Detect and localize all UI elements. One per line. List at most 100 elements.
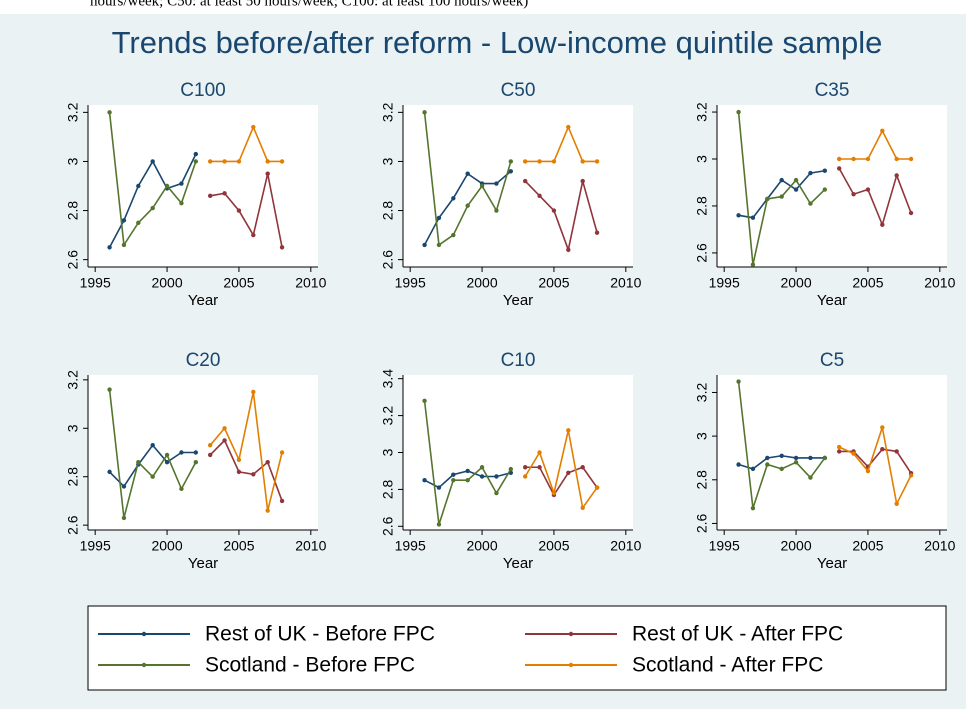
data-point bbox=[107, 110, 112, 115]
data-point bbox=[265, 459, 270, 465]
data-point bbox=[765, 462, 770, 467]
y-tick-label: 3.2 bbox=[65, 370, 81, 390]
data-point bbox=[736, 109, 741, 115]
data-point bbox=[465, 477, 470, 483]
data-point bbox=[551, 490, 557, 496]
data-point bbox=[494, 490, 499, 496]
x-tick-label: 2010 bbox=[610, 538, 641, 554]
data-point bbox=[279, 159, 285, 164]
x-axis-label: Year bbox=[188, 555, 218, 572]
plot-area bbox=[403, 105, 633, 267]
data-point bbox=[207, 452, 213, 458]
data-point bbox=[279, 450, 285, 455]
y-tick-label: 2.6 bbox=[65, 250, 81, 270]
data-point bbox=[179, 486, 184, 492]
data-point bbox=[779, 453, 784, 458]
x-tick-label: 2005 bbox=[852, 275, 883, 291]
data-point bbox=[537, 465, 542, 470]
data-point bbox=[136, 459, 141, 465]
series-line bbox=[839, 448, 912, 474]
y-tick-label: 3.2 bbox=[65, 102, 81, 122]
legend-label: Rest of UK - Before FPC bbox=[205, 623, 435, 646]
figure-title: Trends before/after reform - Low-income … bbox=[112, 25, 883, 60]
data-point bbox=[136, 220, 141, 226]
data-point bbox=[193, 159, 199, 164]
data-point bbox=[551, 159, 557, 164]
y-tick-label: 3 bbox=[380, 448, 396, 456]
series-line bbox=[209, 391, 283, 511]
y-tick-label: 2.8 bbox=[65, 467, 81, 487]
data-point bbox=[808, 475, 813, 480]
x-tick-label: 1995 bbox=[80, 275, 111, 291]
data-point bbox=[894, 501, 899, 507]
data-point bbox=[179, 181, 184, 186]
data-point bbox=[451, 477, 456, 483]
data-point bbox=[265, 171, 270, 176]
data-point bbox=[908, 473, 914, 478]
data-point bbox=[836, 166, 842, 171]
data-point bbox=[594, 485, 600, 490]
data-point bbox=[136, 183, 141, 189]
x-tick-label: 1995 bbox=[709, 275, 740, 291]
x-tick-label: 2005 bbox=[852, 538, 883, 554]
x-tick-label: 2005 bbox=[223, 538, 254, 554]
data-point bbox=[479, 474, 485, 479]
data-point bbox=[422, 110, 427, 115]
data-point bbox=[793, 460, 799, 465]
data-point bbox=[750, 262, 756, 267]
series-line bbox=[838, 168, 912, 228]
y-tick-label: 2.8 bbox=[380, 201, 396, 221]
data-point bbox=[566, 428, 571, 433]
data-point bbox=[222, 438, 227, 443]
data-point bbox=[779, 466, 784, 472]
data-point bbox=[222, 426, 227, 431]
data-point bbox=[207, 193, 213, 199]
data-point bbox=[522, 465, 528, 470]
data-point bbox=[522, 159, 528, 164]
data-point bbox=[451, 472, 456, 477]
data-point bbox=[193, 459, 199, 465]
data-point bbox=[808, 201, 813, 206]
data-point bbox=[537, 159, 542, 164]
data-point bbox=[736, 462, 741, 467]
data-point bbox=[150, 443, 155, 448]
data-point bbox=[580, 178, 585, 184]
data-point bbox=[736, 379, 741, 384]
panel-title: C5 bbox=[820, 350, 844, 371]
data-point bbox=[580, 465, 585, 470]
series-line bbox=[524, 430, 598, 510]
data-point bbox=[750, 215, 756, 220]
data-point bbox=[222, 159, 227, 164]
y-tick-label: 3 bbox=[65, 424, 81, 432]
y-tick-label: 3 bbox=[65, 157, 81, 165]
data-point bbox=[522, 178, 528, 184]
data-point bbox=[580, 505, 585, 511]
data-point bbox=[566, 124, 571, 130]
y-tick-label: 3.2 bbox=[380, 102, 396, 122]
data-point bbox=[808, 170, 813, 176]
series-line bbox=[210, 173, 283, 248]
y-tick-label: 3 bbox=[694, 155, 710, 163]
data-point bbox=[822, 168, 828, 173]
data-point bbox=[508, 169, 514, 174]
x-axis-label: Year bbox=[503, 292, 533, 309]
data-point bbox=[793, 177, 799, 183]
data-point bbox=[836, 156, 842, 162]
data-point bbox=[179, 450, 184, 455]
data-point bbox=[164, 452, 170, 458]
data-point bbox=[880, 128, 885, 134]
x-tick-label: 2010 bbox=[610, 275, 641, 291]
data-point bbox=[107, 387, 112, 392]
x-tick-label: 2010 bbox=[924, 275, 955, 291]
series-line bbox=[838, 427, 912, 507]
x-tick-label: 2000 bbox=[151, 275, 182, 291]
y-tick-label: 2.6 bbox=[694, 514, 710, 534]
y-tick-label: 2.6 bbox=[380, 250, 396, 270]
data-point bbox=[508, 466, 514, 472]
data-point bbox=[494, 474, 499, 479]
x-tick-label: 2005 bbox=[538, 275, 569, 291]
x-tick-label: 2005 bbox=[538, 538, 569, 554]
x-tick-label: 1995 bbox=[80, 538, 111, 554]
x-tick-label: 2000 bbox=[780, 538, 811, 554]
